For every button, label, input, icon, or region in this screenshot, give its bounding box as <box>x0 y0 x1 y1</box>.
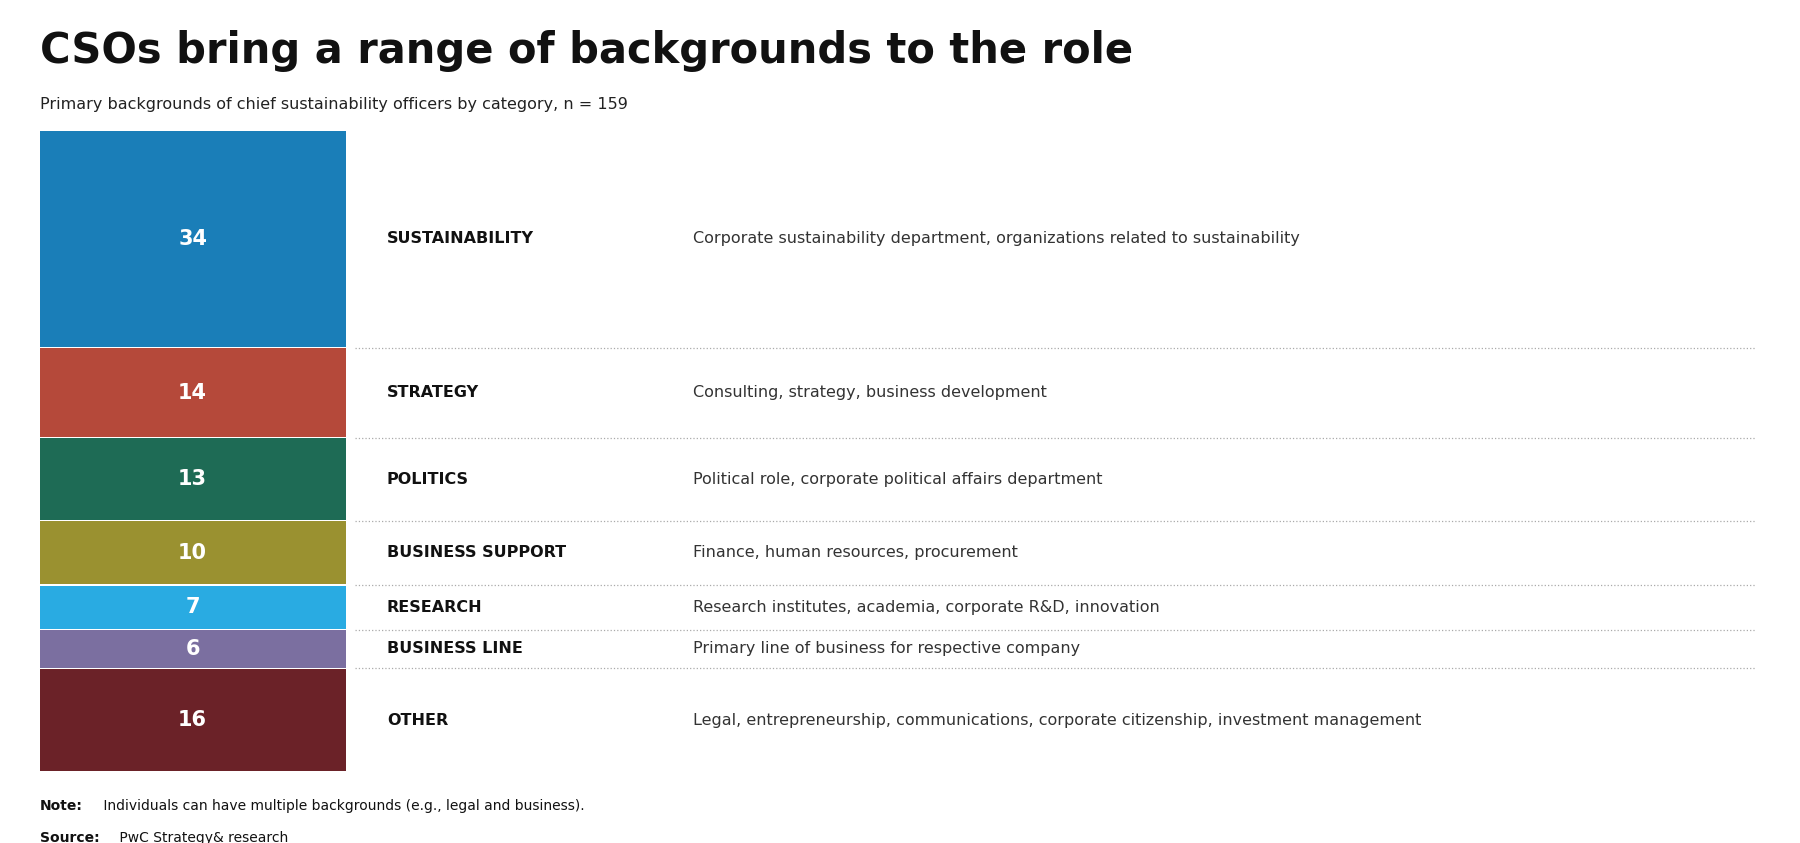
Bar <box>40 438 346 520</box>
Text: 14: 14 <box>178 383 207 403</box>
Bar <box>40 586 346 629</box>
Text: 7: 7 <box>185 598 200 617</box>
Text: BUSINESS SUPPORT: BUSINESS SUPPORT <box>387 545 567 561</box>
Text: OTHER: OTHER <box>387 712 448 728</box>
Bar <box>40 131 346 347</box>
Text: SUSTAINABILITY: SUSTAINABILITY <box>387 232 535 246</box>
Text: POLITICS: POLITICS <box>387 472 470 486</box>
Text: Legal, entrepreneurship, communications, corporate citizenship, investment manag: Legal, entrepreneurship, communications,… <box>693 712 1422 728</box>
Text: Political role, corporate political affairs department: Political role, corporate political affa… <box>693 472 1102 486</box>
Bar <box>40 522 346 584</box>
Text: 13: 13 <box>178 470 207 489</box>
Text: Note:: Note: <box>40 799 83 813</box>
Text: Source:: Source: <box>40 831 99 843</box>
Text: Corporate sustainability department, organizations related to sustainability: Corporate sustainability department, org… <box>693 232 1300 246</box>
Bar <box>40 348 346 437</box>
Text: 10: 10 <box>178 543 207 563</box>
Text: PwC Strategy& research: PwC Strategy& research <box>115 831 288 843</box>
Bar <box>40 631 346 668</box>
Bar <box>40 668 346 771</box>
Text: Consulting, strategy, business development: Consulting, strategy, business developme… <box>693 385 1048 400</box>
Text: CSOs bring a range of backgrounds to the role: CSOs bring a range of backgrounds to the… <box>40 30 1132 72</box>
Text: 6: 6 <box>185 639 200 659</box>
Text: 16: 16 <box>178 710 207 730</box>
Text: STRATEGY: STRATEGY <box>387 385 479 400</box>
Text: Primary line of business for respective company: Primary line of business for respective … <box>693 642 1080 657</box>
Text: Individuals can have multiple backgrounds (e.g., legal and business).: Individuals can have multiple background… <box>99 799 585 813</box>
Text: Research institutes, academia, corporate R&D, innovation: Research institutes, academia, corporate… <box>693 600 1159 615</box>
Text: Primary backgrounds of chief sustainability officers by category, n = 159: Primary backgrounds of chief sustainabil… <box>40 97 628 112</box>
Text: Finance, human resources, procurement: Finance, human resources, procurement <box>693 545 1017 561</box>
Text: BUSINESS LINE: BUSINESS LINE <box>387 642 522 657</box>
Text: 34: 34 <box>178 229 207 249</box>
Text: RESEARCH: RESEARCH <box>387 600 482 615</box>
